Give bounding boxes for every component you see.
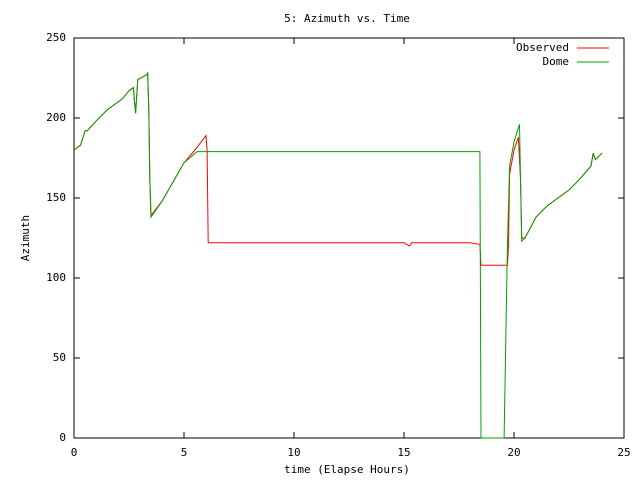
legend-label: Observed — [516, 41, 569, 54]
x-axis-label: time (Elapse Hours) — [284, 463, 410, 476]
x-tick-label: 0 — [71, 446, 78, 459]
y-tick-label: 150 — [46, 191, 66, 204]
series-line — [73, 71, 603, 266]
y-tick-label: 250 — [46, 31, 66, 44]
series-line — [73, 71, 603, 439]
x-tick-label: 10 — [287, 446, 300, 459]
y-tick-label: 50 — [53, 351, 66, 364]
x-tick-label: 15 — [397, 446, 410, 459]
y-tick-label: 200 — [46, 111, 66, 124]
y-tick-label: 100 — [46, 271, 66, 284]
chart-title: 5: Azimuth vs. Time — [284, 12, 410, 25]
x-tick-label: 25 — [617, 446, 630, 459]
x-tick-label: 20 — [507, 446, 520, 459]
x-tick-label: 5 — [181, 446, 188, 459]
y-axis-label: Azimuth — [19, 215, 32, 261]
plot-frame — [73, 37, 625, 439]
y-tick-label: 0 — [59, 431, 66, 444]
legend-label: Dome — [543, 55, 570, 68]
